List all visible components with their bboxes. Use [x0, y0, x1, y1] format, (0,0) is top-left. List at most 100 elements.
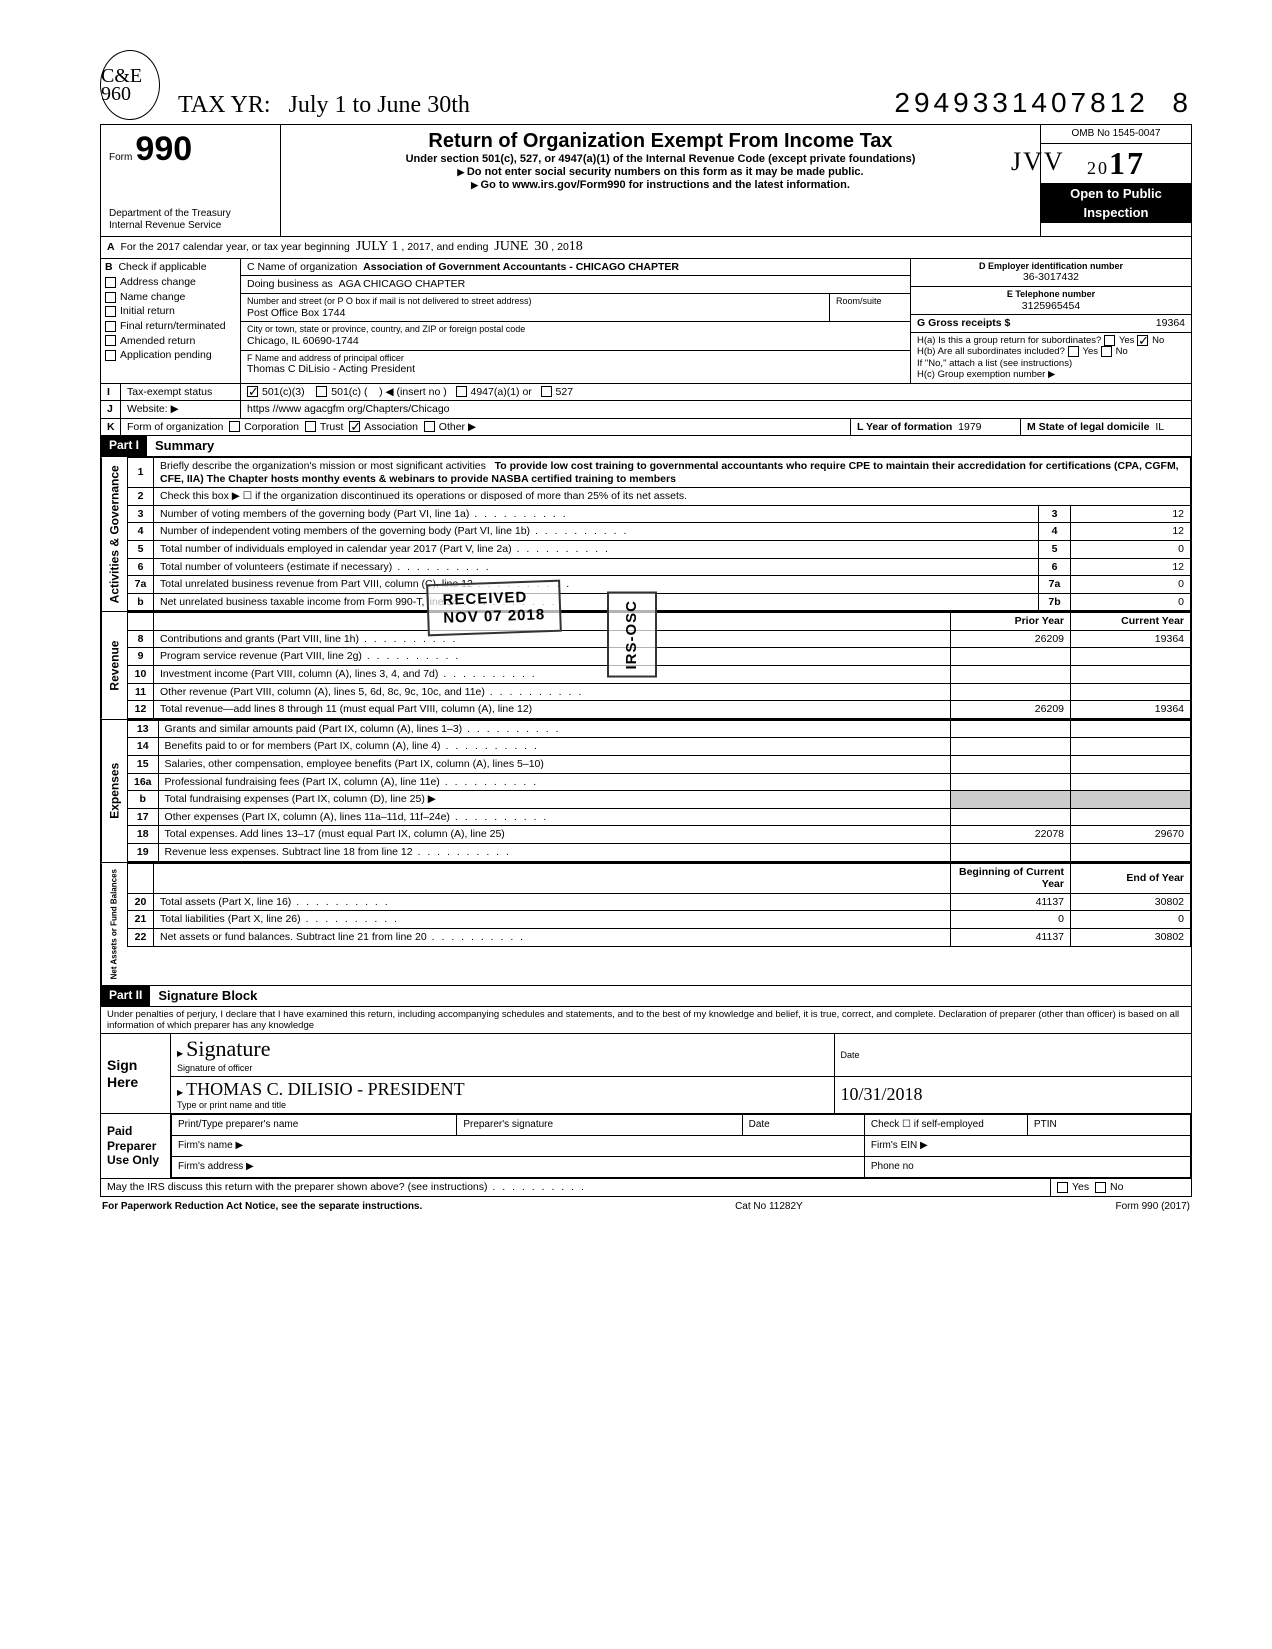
l17: Other expenses (Part IX, column (A), lin…	[158, 808, 950, 826]
v7b: 0	[1071, 593, 1191, 611]
g-label: G Gross receipts $	[917, 317, 1010, 330]
form-sub1: Under section 501(c), 527, or 4947(a)(1)…	[289, 153, 1032, 166]
firm-name-label: Firm's name ▶	[172, 1135, 865, 1156]
l2: Check this box ▶ ☐ if the organization d…	[154, 488, 1191, 506]
website-value: https //www agacgfm org/Chapters/Chicago	[241, 401, 1191, 418]
gross-receipts: 19364	[1156, 317, 1185, 330]
dba-value: AGA CHICAGO CHAPTER	[339, 278, 466, 290]
e-label: E Telephone number	[917, 289, 1185, 300]
l14: Benefits paid to or for members (Part IX…	[158, 738, 950, 756]
chk-address-change[interactable]: Address change	[101, 275, 240, 290]
open-public-2: Inspection	[1041, 203, 1191, 223]
b21: 0	[951, 911, 1071, 929]
activities-governance-block: Activities & Governance 1 Briefly descri…	[100, 457, 1192, 612]
line-k: K Form of organization Corporation Trust…	[100, 419, 1192, 437]
side-activities: Activities & Governance	[101, 457, 127, 611]
chk-trust[interactable]	[305, 421, 316, 432]
phone-label: Phone no	[864, 1156, 1190, 1177]
l7a: Total unrelated business revenue from Pa…	[154, 576, 1039, 594]
l5: Total number of individuals employed in …	[154, 540, 1039, 558]
l21: Total liabilities (Part X, line 26)	[154, 911, 951, 929]
prior-year-hdr: Prior Year	[951, 613, 1071, 631]
dln: 2949331407812 8	[894, 86, 1192, 120]
side-revenue: Revenue	[101, 612, 127, 719]
c8: 19364	[1071, 630, 1191, 648]
v4: 12	[1071, 523, 1191, 541]
form-number: 990	[135, 130, 192, 168]
v5: 0	[1071, 540, 1191, 558]
org-name: Association of Government Accountants - …	[363, 261, 679, 273]
f-label: F Name and address of principal officer	[247, 353, 904, 364]
paid-preparer-label: Paid Preparer Use Only	[101, 1114, 171, 1178]
form-foot: Form 990 (2017)	[1116, 1201, 1190, 1213]
chk-discuss-yes[interactable]	[1057, 1182, 1068, 1193]
chk-initial-return[interactable]: Initial return	[101, 304, 240, 319]
e22: 30802	[1071, 928, 1191, 946]
form-sub3: Go to www.irs.gov/Form990 for instructio…	[289, 179, 1032, 192]
p8: 26209	[951, 630, 1071, 648]
tax-yr-label: TAX YR:	[178, 91, 271, 120]
l12: Total revenue—add lines 8 through 11 (mu…	[154, 701, 951, 719]
chk-corp[interactable]	[229, 421, 240, 432]
p18: 22078	[951, 826, 1071, 844]
part1-header: Part I Summary	[100, 436, 1192, 457]
l15: Salaries, other compensation, employee b…	[158, 756, 950, 774]
l16b: Total fundraising expenses (Part IX, col…	[158, 791, 950, 809]
sign-here-label: Sign Here	[101, 1034, 171, 1113]
chk-final-return[interactable]: Final return/terminated	[101, 319, 240, 334]
preparer-name-label: Print/Type preparer's name	[172, 1114, 457, 1135]
room-label: Room/suite	[830, 294, 910, 321]
chk-name-change[interactable]: Name change	[101, 290, 240, 305]
chk-other[interactable]	[424, 421, 435, 432]
footer: For Paperwork Reduction Act Notice, see …	[100, 1197, 1192, 1217]
printed-name: THOMAS C. DILISIO - PRESIDENT	[186, 1079, 465, 1099]
chk-501c[interactable]	[316, 386, 327, 397]
l11: Other revenue (Part VIII, column (A), li…	[154, 683, 951, 701]
l9: Program service revenue (Part VIII, line…	[154, 648, 951, 666]
chk-501c3[interactable]	[247, 386, 258, 397]
form-header: Form 990 Department of the Treasury Inte…	[100, 124, 1192, 237]
line-j: J Website: ▶ https //www agacgfm org/Cha…	[100, 401, 1192, 419]
dba-label: Doing business as	[247, 278, 333, 290]
city-label: City or town, state or province, country…	[247, 324, 904, 335]
ce-stamp: C&E 960	[100, 50, 160, 120]
part2-header: Part II Signature Block	[100, 986, 1192, 1007]
officer-name: Thomas C DiLisio - Acting President	[247, 363, 904, 376]
d-label: D Employer identification number	[917, 261, 1185, 272]
sign-date: 10/31/2018	[841, 1084, 923, 1104]
phone-value: 3125965454	[917, 300, 1185, 313]
firm-ein-label: Firm's EIN ▶	[864, 1135, 1190, 1156]
h-a: H(a) Is this a group return for subordin…	[917, 335, 1185, 346]
discuss-row: May the IRS discuss this return with the…	[100, 1179, 1192, 1197]
l6: Total number of volunteers (estimate if …	[154, 558, 1039, 576]
h-note: If "No," attach a list (see instructions…	[917, 358, 1185, 369]
l20: Total assets (Part X, line 16)	[154, 893, 951, 911]
chk-discuss-no[interactable]	[1095, 1182, 1106, 1193]
c18: 29670	[1071, 826, 1191, 844]
officer-signature: Signature	[186, 1036, 270, 1061]
l18: Total expenses. Add lines 13–17 (must eq…	[158, 826, 950, 844]
chk-amended[interactable]: Amended return	[101, 334, 240, 349]
l13: Grants and similar amounts paid (Part IX…	[158, 720, 950, 738]
chk-assoc[interactable]	[349, 421, 360, 432]
sign-here-block: Sign Here Signature Signature of officer…	[100, 1034, 1192, 1114]
end-hdr: End of Year	[1071, 863, 1191, 893]
expenses-block: Expenses 13Grants and similar amounts pa…	[100, 720, 1192, 863]
line-i: I Tax-exempt status 501(c)(3) 501(c) ( )…	[100, 384, 1192, 402]
dept-2: Internal Revenue Service	[109, 220, 272, 232]
c12: 19364	[1071, 701, 1191, 719]
chk-application-pending[interactable]: Application pending	[101, 348, 240, 363]
identity-block: B Check if applicable Address change Nam…	[100, 259, 1192, 384]
chk-4947[interactable]	[456, 386, 467, 397]
initials: JVV	[1011, 146, 1065, 177]
l1-label: Briefly describe the organization's miss…	[160, 460, 486, 472]
h-c: H(c) Group exemption number ▶	[917, 369, 1185, 380]
self-employed-label: Check ☐ if self-employed	[864, 1114, 1027, 1135]
chk-527[interactable]	[541, 386, 552, 397]
netassets-block: Net Assets or Fund Balances Beginning of…	[100, 863, 1192, 986]
cat-no: Cat No 11282Y	[735, 1201, 803, 1213]
side-netassets: Net Assets or Fund Balances	[101, 863, 127, 985]
street-label: Number and street (or P O box if mail is…	[247, 296, 823, 307]
l8: Contributions and grants (Part VIII, lin…	[154, 630, 951, 648]
form-label: Form	[109, 152, 132, 163]
